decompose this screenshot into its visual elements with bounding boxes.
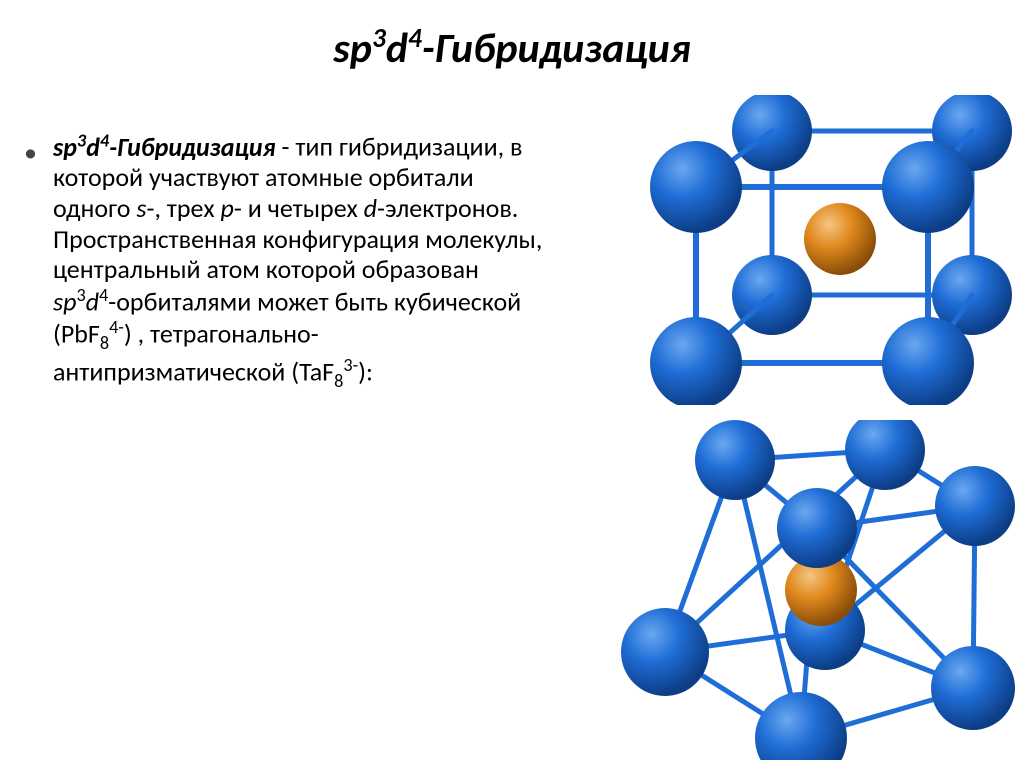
pbf-sup: 4- [109, 316, 124, 338]
body-seg7: ): [358, 355, 373, 387]
antiprism-structure-diagram [605, 420, 1020, 760]
body-seg2: -, трех [146, 192, 220, 224]
bullet-icon: • [24, 136, 37, 168]
term-suffix: -Гибридизация [109, 131, 276, 163]
s-term: s [136, 192, 146, 224]
taf-sub: 8 [334, 370, 343, 392]
d-term: d [364, 192, 377, 224]
term-sup1: 3 [77, 129, 86, 151]
term-mid: d [86, 131, 100, 163]
sp3d4-prefix: sp [53, 286, 77, 318]
cube-structure-diagram [606, 95, 1014, 405]
p-term: p [221, 192, 234, 224]
title-mid: d [386, 23, 408, 74]
title-sup2: 4 [408, 22, 422, 55]
title-sup1: 3 [372, 22, 386, 55]
title-suffix: -Гибридизация [422, 23, 691, 74]
pbf-sub: 8 [100, 332, 109, 354]
term-sup2: 4 [100, 129, 109, 151]
page-title: sp3d4-Гибридизация [0, 0, 1024, 74]
title-prefix: sp [333, 23, 372, 74]
taf-sup: 3- [343, 354, 358, 376]
body-content: • sp3d4-Гибридизация - тип гибридизации,… [24, 130, 544, 392]
sp3d4-mid: d [86, 286, 99, 318]
term-prefix: sp [53, 131, 77, 163]
sp3d4-sup1: 3 [76, 284, 85, 306]
body-seg3: - и четырех [234, 192, 364, 224]
body-paragraph: sp3d4-Гибридизация - тип гибридизации, в… [53, 130, 544, 392]
sp3d4-sup2: 4 [99, 284, 108, 306]
